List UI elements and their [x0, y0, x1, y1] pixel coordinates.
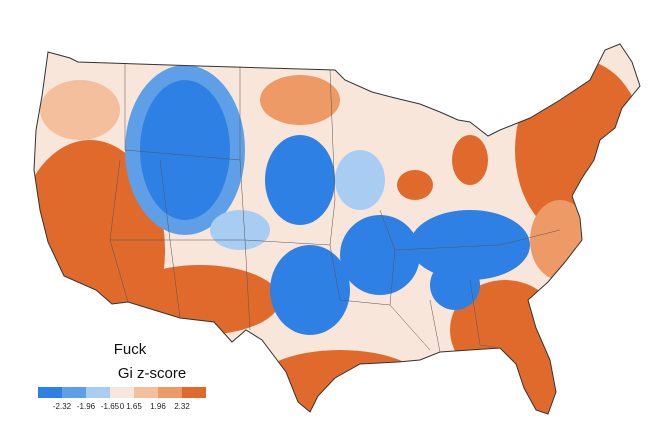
region [410, 210, 530, 280]
legend-tick-label: 1.96 [150, 402, 166, 411]
legend-swatch [62, 387, 86, 398]
legend-tick-label: 1.65 [126, 402, 142, 411]
region [397, 170, 433, 200]
region [452, 135, 488, 185]
legend-swatch [134, 387, 158, 398]
region [270, 245, 350, 335]
legend-swatch [38, 387, 62, 398]
legend-tick-label: -1.65 [101, 402, 120, 411]
legend-swatch [158, 387, 182, 398]
legend: -2.32 -1.96 -1.65 0 1.65 1.96 2.32 [38, 387, 206, 411]
legend-tick-label: -2.32 [53, 402, 72, 411]
legend-swatch [86, 387, 110, 398]
map-title: Fuck [114, 341, 147, 358]
region [210, 210, 270, 250]
legend-title: Gi z-score [118, 365, 186, 382]
legend-tick-label: -1.96 [77, 402, 96, 411]
legend-swatch [182, 387, 206, 398]
legend-tick-label: 0 [120, 402, 125, 411]
region [340, 215, 420, 295]
region [140, 80, 230, 220]
state-borders [109, 64, 561, 353]
region [265, 135, 335, 225]
region [335, 150, 385, 210]
region [40, 80, 120, 140]
region [120, 265, 280, 335]
legend-swatch [110, 387, 134, 398]
region [260, 75, 340, 125]
region [430, 260, 480, 310]
legend-tick-label: 2.32 [174, 402, 190, 411]
